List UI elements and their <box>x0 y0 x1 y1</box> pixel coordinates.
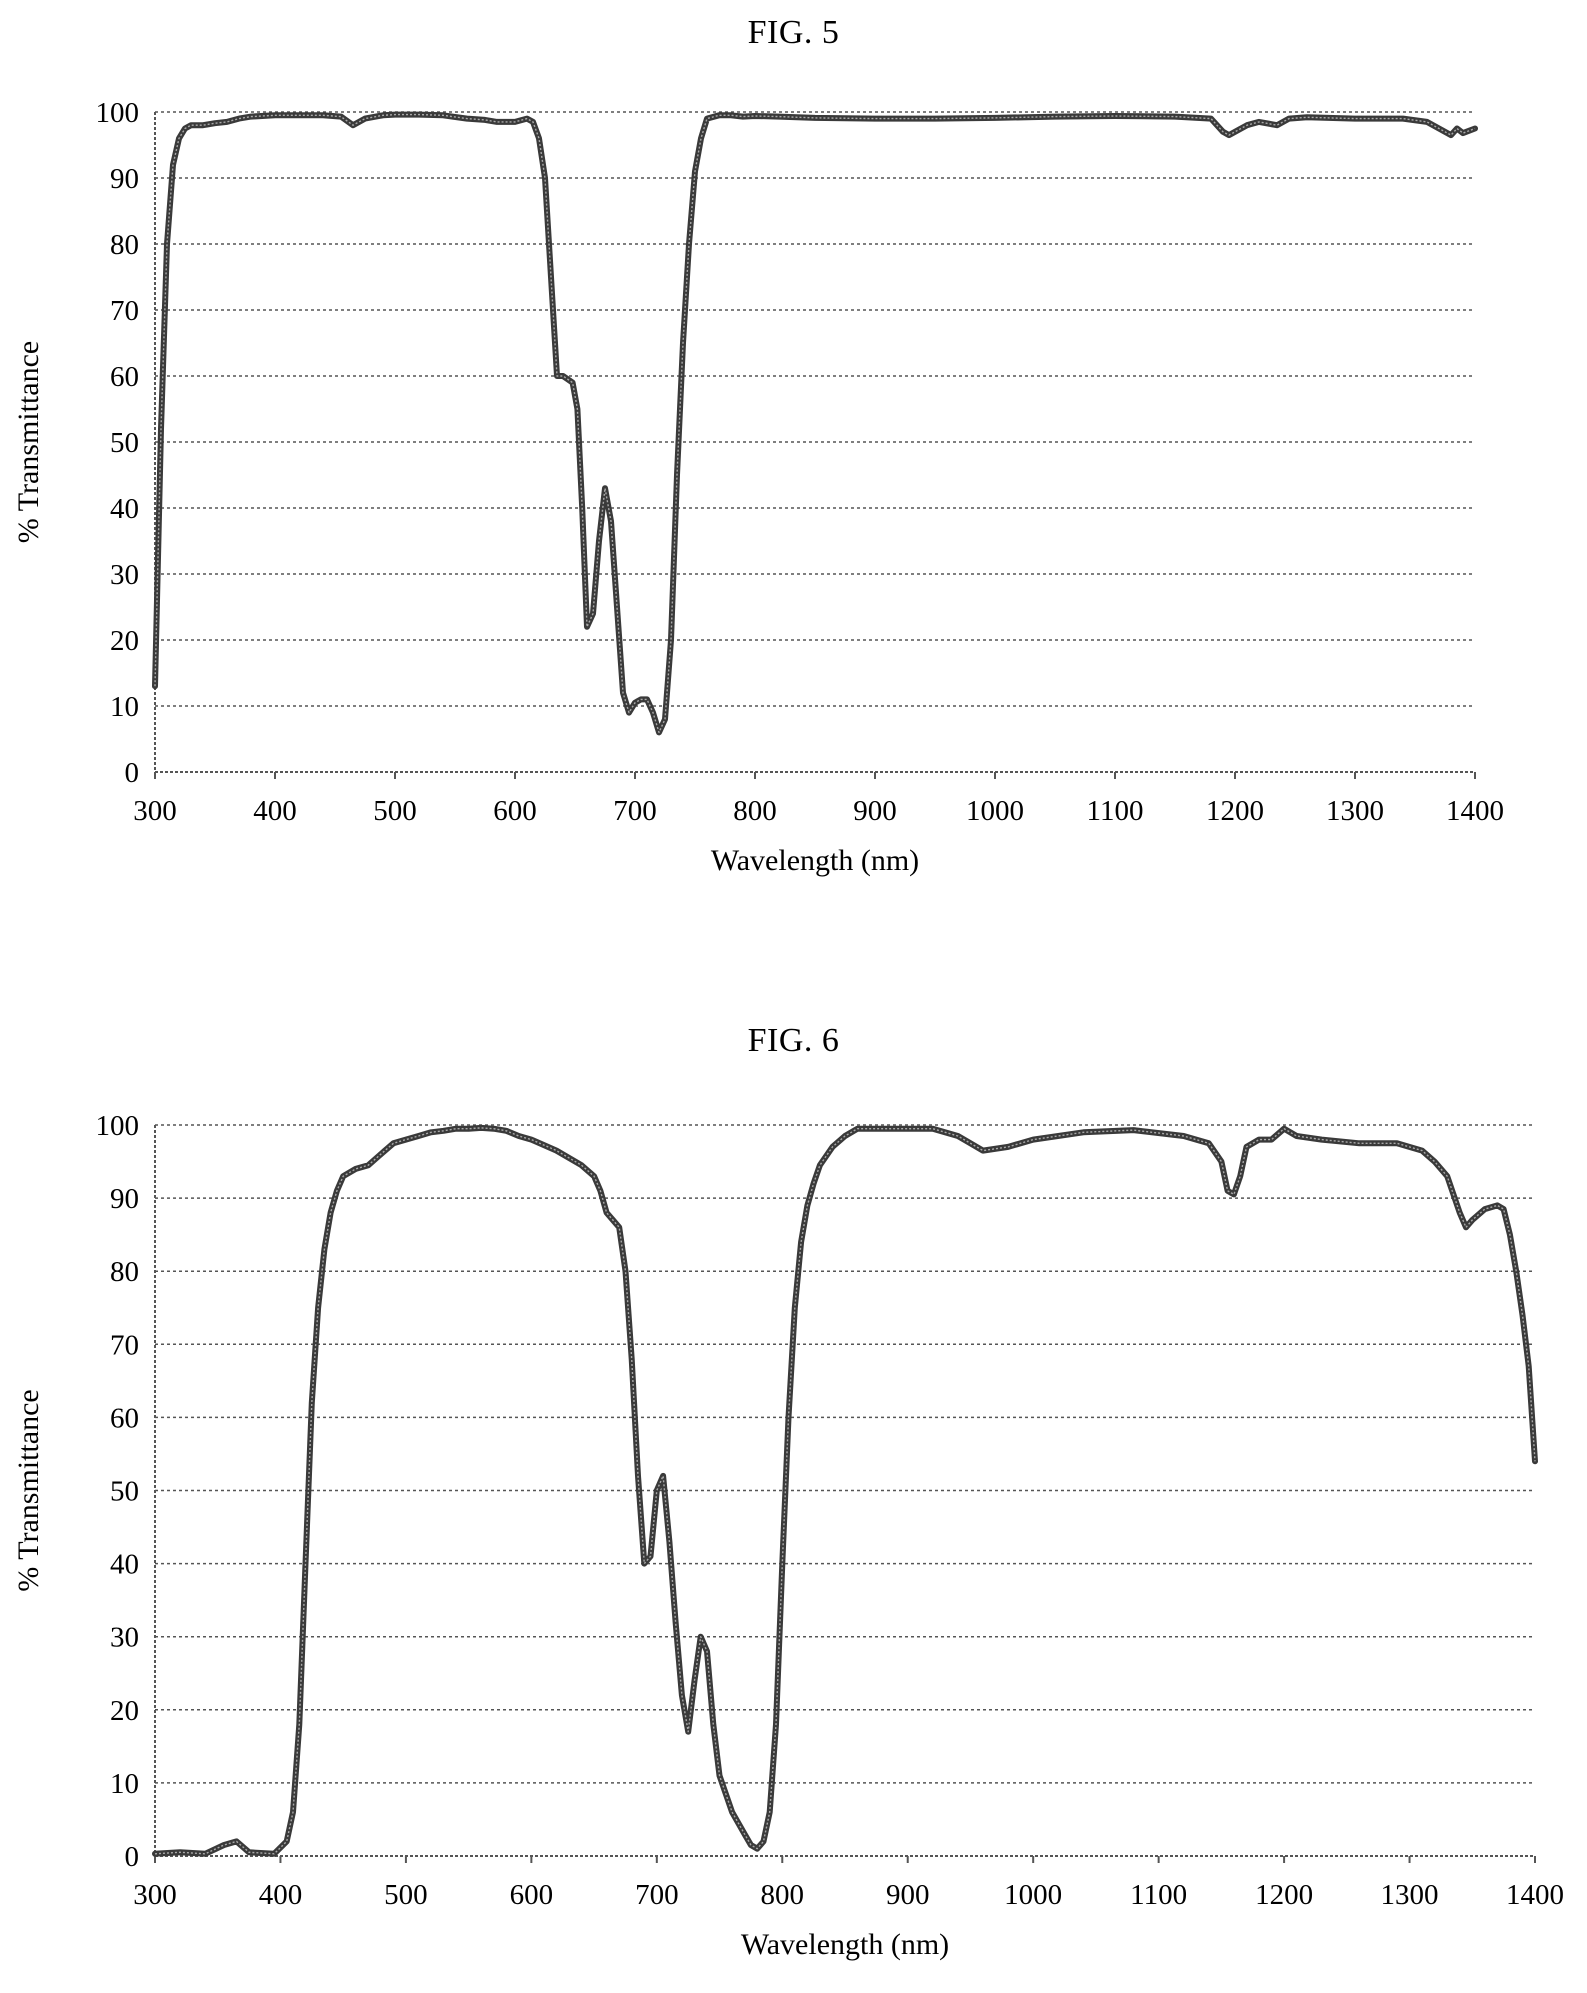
x-tick-label: 900 <box>886 1879 930 1911</box>
y-tick-label: 80 <box>110 1256 139 1288</box>
x-tick-label: 1200 <box>1255 1879 1313 1911</box>
y-tick-label: 90 <box>110 163 139 195</box>
y-tick-label: 70 <box>110 295 139 327</box>
y-tick-label: 90 <box>110 1183 139 1215</box>
y-tick-label: 40 <box>110 1549 139 1581</box>
x-tick-label: 1000 <box>1004 1879 1062 1911</box>
y-tick-label: 100 <box>96 1110 140 1142</box>
x-tick-label: 1400 <box>1506 1879 1564 1911</box>
y-tick-label: 20 <box>110 625 139 657</box>
y-axis-title: % Transmittance <box>12 341 45 544</box>
y-tick-label: 10 <box>110 1768 139 1800</box>
y-tick-label: 0 <box>125 757 140 789</box>
x-axis-title: Wavelength (nm) <box>711 844 919 877</box>
y-tick-label: 30 <box>110 1622 139 1654</box>
x-tick-label: 1100 <box>1087 795 1144 827</box>
y-tick-label: 50 <box>110 1476 139 1508</box>
x-tick-label: 800 <box>761 1879 805 1911</box>
x-tick-label: 400 <box>259 1879 303 1911</box>
x-tick-label: 1000 <box>966 795 1024 827</box>
x-tick-label: 1200 <box>1206 795 1264 827</box>
y-tick-label: 70 <box>110 1329 139 1361</box>
y-tick-label: 0 <box>125 1841 140 1873</box>
y-tick-label: 20 <box>110 1695 139 1727</box>
y-axis-title: % Transmittance <box>12 1389 45 1592</box>
y-tick-label: 60 <box>110 1402 139 1434</box>
x-tick-label: 600 <box>510 1879 554 1911</box>
figure-5: FIG. 5 010203040506070809010030040050060… <box>0 0 1587 900</box>
figure-6: FIG. 6 010203040506070809010030040050060… <box>0 1000 1587 1993</box>
x-tick-label: 700 <box>613 795 657 827</box>
y-tick-label: 50 <box>110 427 139 459</box>
x-tick-label: 600 <box>493 795 537 827</box>
x-tick-label: 800 <box>733 795 777 827</box>
y-tick-label: 30 <box>110 559 139 591</box>
y-tick-label: 80 <box>110 229 139 261</box>
x-tick-label: 500 <box>384 1879 428 1911</box>
y-tick-label: 60 <box>110 361 139 393</box>
x-tick-label: 1400 <box>1446 795 1504 827</box>
x-tick-label: 300 <box>133 795 177 827</box>
y-tick-label: 40 <box>110 493 139 525</box>
x-axis-title: Wavelength (nm) <box>741 1928 949 1961</box>
x-tick-label: 900 <box>853 795 897 827</box>
x-tick-label: 400 <box>253 795 297 827</box>
chart-6-plot: 0 10 20 30 40 50 60 70 80 90 100 300 400 500 600 700 800… <box>0 1000 1587 1993</box>
x-tick-label: 500 <box>373 795 417 827</box>
x-tick-label: 1300 <box>1326 795 1384 827</box>
y-tick-label: 10 <box>110 691 139 723</box>
y-tick-label: 100 <box>96 97 140 129</box>
x-tick-label: 1100 <box>1130 1879 1187 1911</box>
x-tick-label: 300 <box>133 1879 177 1911</box>
x-tick-label: 700 <box>635 1879 679 1911</box>
chart-5-plot: 0 10 20 30 40 50 60 70 80 90 100 300 400 500 600 700 800… <box>0 0 1587 900</box>
x-tick-label: 1300 <box>1381 1879 1439 1911</box>
